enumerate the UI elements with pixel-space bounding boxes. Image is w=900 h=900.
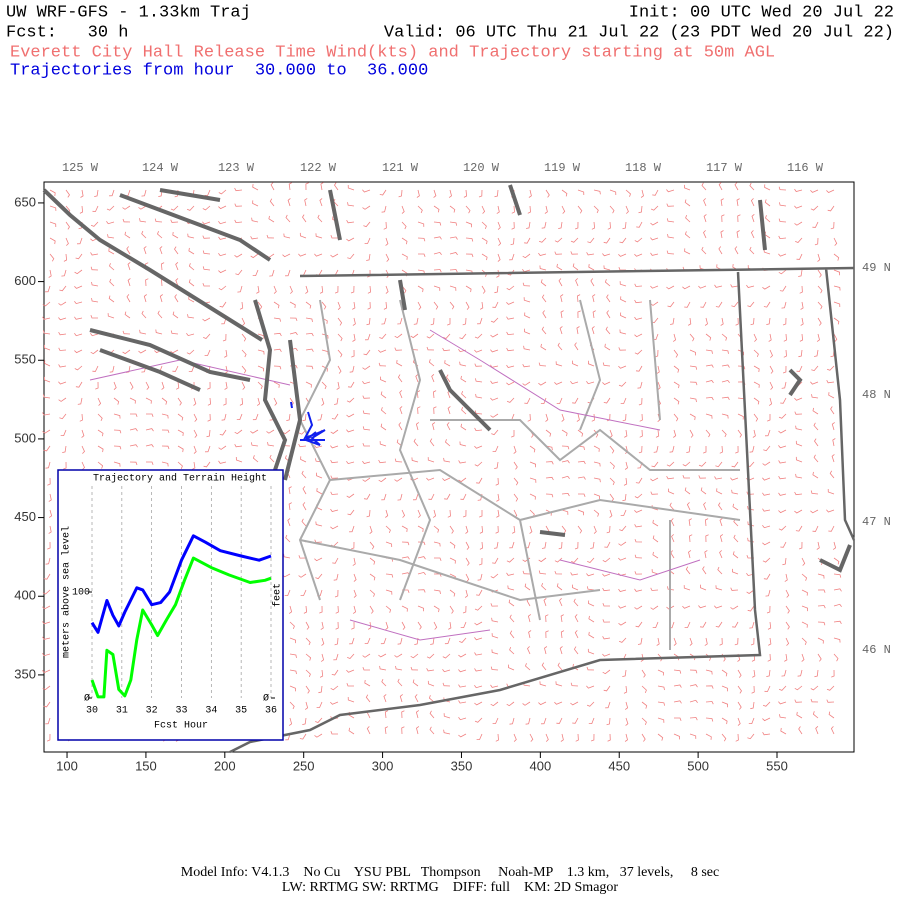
x-tick-label: 300: [372, 758, 394, 773]
title: UW WRF-GFS - 1.33km Traj: [6, 3, 251, 22]
inset-line: [90, 556, 272, 699]
longitude-label: 119 W: [544, 161, 581, 175]
y-tick-label: 650: [14, 194, 36, 209]
y-tick-label: 550: [14, 352, 36, 367]
longitude-label: 121 W: [382, 161, 419, 175]
x-tick-label: 200: [214, 758, 236, 773]
inset-frame: [57, 469, 284, 741]
init-time: Init: 00 UTC Wed 20 Jul 22: [629, 3, 894, 22]
valid-time: Valid: 06 UTC Thu 21 Jul 22 (23 PDT Wed …: [384, 23, 894, 42]
inset-y2-label: feet: [272, 583, 284, 607]
latitude-label: 49 N: [862, 261, 891, 275]
trajectories: [290, 401, 326, 446]
inset-x-tick-label: 30: [86, 706, 98, 717]
latitude-label: 46 N: [862, 643, 891, 657]
inset-x-tick-label: 36: [265, 706, 277, 717]
inset-y-label: meters above sea level: [61, 526, 73, 658]
x-tick-label: 450: [608, 758, 630, 773]
y-tick-label: 600: [14, 273, 36, 288]
x-tick-label: 550: [766, 758, 788, 773]
county-borders: [298, 299, 741, 650]
footer-line: Model Info: V4.1.3 No Cu YSU PBL Thompso…: [181, 865, 719, 880]
y-tick-label: 450: [14, 509, 36, 524]
inset-x-tick-label: 31: [116, 706, 128, 717]
inset-chart: Trajectory and Terrain Height meters abo…: [57, 469, 284, 741]
inset-y-tick-label: Ø: [84, 693, 90, 705]
inset-x-tick-label: 33: [175, 706, 187, 717]
y-tick-label: 350: [14, 666, 36, 681]
inset-x-tick-label: 32: [146, 706, 158, 717]
longitude-label: 123 W: [218, 161, 255, 175]
x-tick-label: 500: [687, 758, 709, 773]
longitude-label: 124 W: [142, 161, 179, 175]
inset-line: [90, 534, 272, 634]
inset-title: Trajectory and Terrain Height: [93, 473, 267, 485]
longitude-label: 120 W: [463, 161, 500, 175]
coastlines: [42, 184, 852, 573]
longitude-label: 122 W: [300, 161, 337, 175]
x-tick-label: 250: [293, 758, 315, 773]
latitude-label: 48 N: [862, 388, 891, 402]
x-tick-label: 350: [451, 758, 473, 773]
x-tick-label: 100: [56, 758, 78, 773]
inset-x-tick-label: 34: [205, 706, 217, 717]
inset-y2-tick-label: Ø: [263, 693, 269, 705]
latitude-label: 47 N: [862, 515, 891, 529]
x-tick-label: 150: [135, 758, 157, 773]
inset-x-tick-label: 35: [235, 706, 247, 717]
inset-y-tick-label: 100: [72, 588, 90, 599]
longitude-label: 125 W: [62, 161, 99, 175]
longitude-label: 116 W: [787, 161, 824, 175]
inset-x-label: Fcst Hour: [154, 721, 208, 732]
subtitle: Everett City Hall Release Time Wind(kts)…: [10, 43, 775, 62]
footer-line: LW: RRTMG SW: RRTMG DIFF: full KM: 2D Sm…: [282, 880, 618, 895]
y-tick-label: 400: [14, 588, 36, 603]
trajectory-range: Trajectories from hour 30.000 to 36.000: [10, 61, 428, 80]
longitude-label: 118 W: [625, 161, 662, 175]
forecast-hour: Fcst: 30 h: [6, 23, 128, 42]
x-tick-label: 400: [529, 758, 551, 773]
y-tick-label: 500: [14, 430, 36, 445]
longitude-label: 117 W: [706, 161, 743, 175]
